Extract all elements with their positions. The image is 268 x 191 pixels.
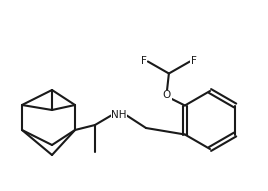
Text: O: O xyxy=(163,91,171,100)
Text: NH: NH xyxy=(111,110,127,120)
Text: F: F xyxy=(141,57,147,66)
Text: F: F xyxy=(191,57,197,66)
